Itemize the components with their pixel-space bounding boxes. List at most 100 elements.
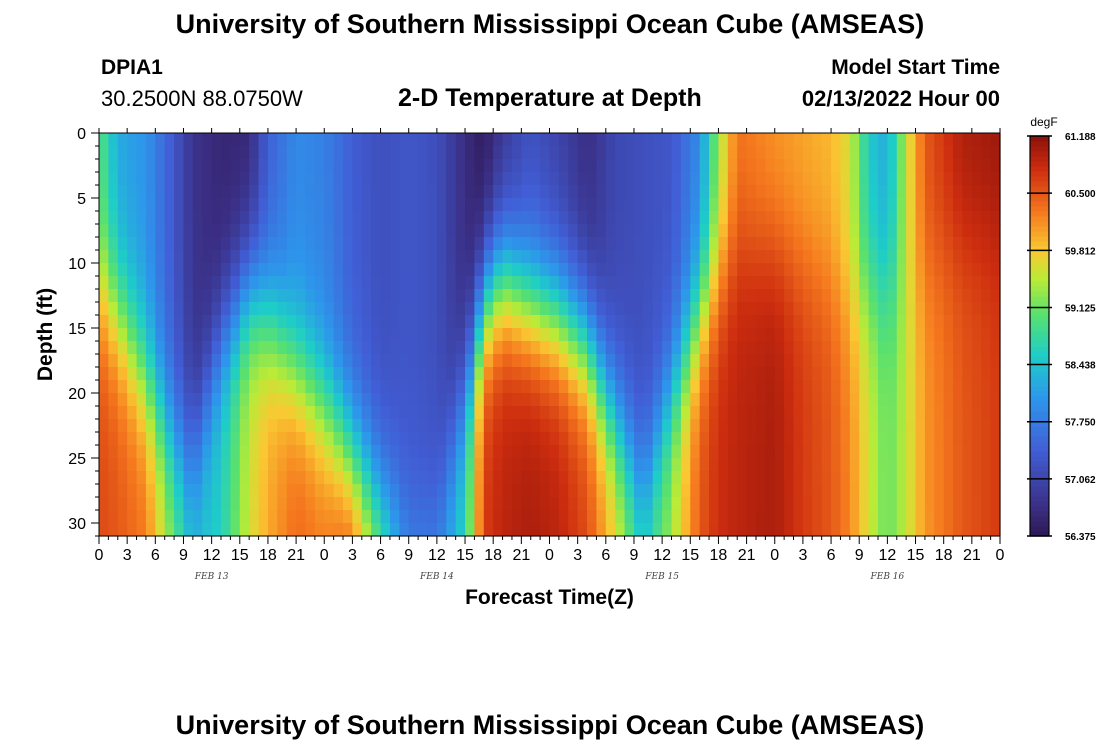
heatmap-cell (530, 393, 541, 407)
heatmap-cell (887, 250, 898, 264)
heatmap-cell (699, 341, 710, 355)
heatmap-cell (831, 419, 842, 433)
heatmap-cell (164, 458, 175, 472)
heatmap-cell (108, 198, 119, 212)
heatmap-cell (221, 211, 231, 225)
heatmap-cell (774, 445, 785, 459)
heatmap-cell (164, 510, 175, 524)
heatmap-cell (408, 237, 419, 251)
heatmap-cell (164, 237, 175, 251)
heatmap-cell (746, 224, 757, 238)
heatmap-cell (540, 510, 551, 524)
heatmap-cell (408, 263, 419, 277)
heatmap-cell (333, 484, 344, 498)
heatmap-cell (755, 315, 766, 329)
heatmap-cell (249, 198, 260, 212)
heatmap-cell (981, 224, 992, 238)
heatmap-cell (971, 432, 982, 446)
heatmap-cell (239, 471, 250, 485)
heatmap-cell (746, 172, 757, 186)
heatmap-cell (380, 328, 391, 342)
heatmap-cell (192, 185, 203, 199)
heatmap-cell (934, 341, 945, 355)
heatmap-cell (981, 367, 992, 381)
heatmap-cell (230, 341, 241, 355)
heatmap-cell (427, 458, 438, 472)
heatmap-cell (643, 510, 654, 524)
heatmap-cell (164, 185, 175, 199)
heatmap-cell (493, 211, 504, 225)
heatmap-cell (568, 341, 579, 355)
heatmap-cell (821, 237, 832, 251)
heatmap-cell (615, 419, 626, 433)
heatmap-cell (474, 198, 485, 212)
heatmap-cell (887, 510, 898, 524)
heatmap-cell (474, 328, 485, 342)
heatmap-cell (755, 445, 766, 459)
heatmap-cell (530, 432, 541, 446)
heatmap-cell (521, 523, 532, 537)
colorbar-segment (1030, 436, 1049, 442)
date-label: FEB 15 (644, 572, 679, 582)
heatmap-cell (267, 237, 278, 251)
heatmap-cell (117, 354, 128, 368)
heatmap-cell (877, 185, 888, 199)
heatmap-cell (727, 341, 738, 355)
heatmap-cell (314, 315, 325, 329)
heatmap-cell (145, 523, 156, 537)
heatmap-cell (436, 224, 447, 238)
heatmap-cell (474, 289, 485, 303)
heatmap-cell (361, 146, 372, 160)
heatmap-cell (953, 198, 964, 212)
heatmap-cell (849, 367, 860, 381)
heatmap-cell (596, 198, 607, 212)
heatmap-cell (746, 289, 757, 303)
heatmap-cell (258, 224, 269, 238)
heatmap-cell (624, 354, 635, 368)
heatmap-cell (699, 133, 710, 147)
heatmap-cell (643, 523, 654, 537)
heatmap-cell (690, 497, 701, 511)
colorbar-segment (1030, 296, 1049, 302)
heatmap-cell (549, 406, 560, 420)
heatmap-cell (493, 510, 504, 524)
heatmap-cell (812, 302, 823, 316)
heatmap-cell (990, 458, 1001, 472)
heatmap-cell (436, 341, 447, 355)
heatmap-cell (511, 276, 522, 290)
heatmap-cell (615, 198, 626, 212)
heatmap-cell (868, 159, 879, 173)
heatmap-cell (812, 432, 823, 446)
heatmap-cell (812, 471, 823, 485)
heatmap-cell (906, 419, 917, 433)
heatmap-cell (117, 458, 128, 472)
heatmap-cell (737, 185, 748, 199)
heatmap-cell (802, 289, 813, 303)
heatmap-cell (145, 133, 156, 147)
heatmap-cell (624, 289, 635, 303)
heatmap-cell (821, 211, 832, 225)
heatmap-cell (906, 484, 917, 498)
heatmap-cell (652, 159, 663, 173)
heatmap-cell (474, 211, 485, 225)
heatmap-cell (371, 406, 382, 420)
heatmap-cell (192, 198, 203, 212)
heatmap-cell (587, 211, 598, 225)
heatmap-cell (802, 315, 813, 329)
heatmap-cell (371, 289, 382, 303)
heatmap-cell (859, 185, 870, 199)
colorbar-segment (1030, 231, 1049, 237)
heatmap-cell (896, 328, 907, 342)
y-tick-label: 5 (77, 191, 86, 208)
heatmap-cell (267, 302, 278, 316)
x-tick-label: 6 (376, 547, 385, 564)
heatmap-cell (145, 315, 156, 329)
heatmap-cell (652, 367, 663, 381)
heatmap-cell (314, 133, 325, 147)
heatmap-cell (840, 263, 851, 277)
heatmap-cell (971, 380, 982, 394)
heatmap-cell (155, 315, 166, 329)
heatmap-cell (286, 146, 297, 160)
heatmap-cell (164, 497, 175, 511)
heatmap-cell (230, 224, 241, 238)
